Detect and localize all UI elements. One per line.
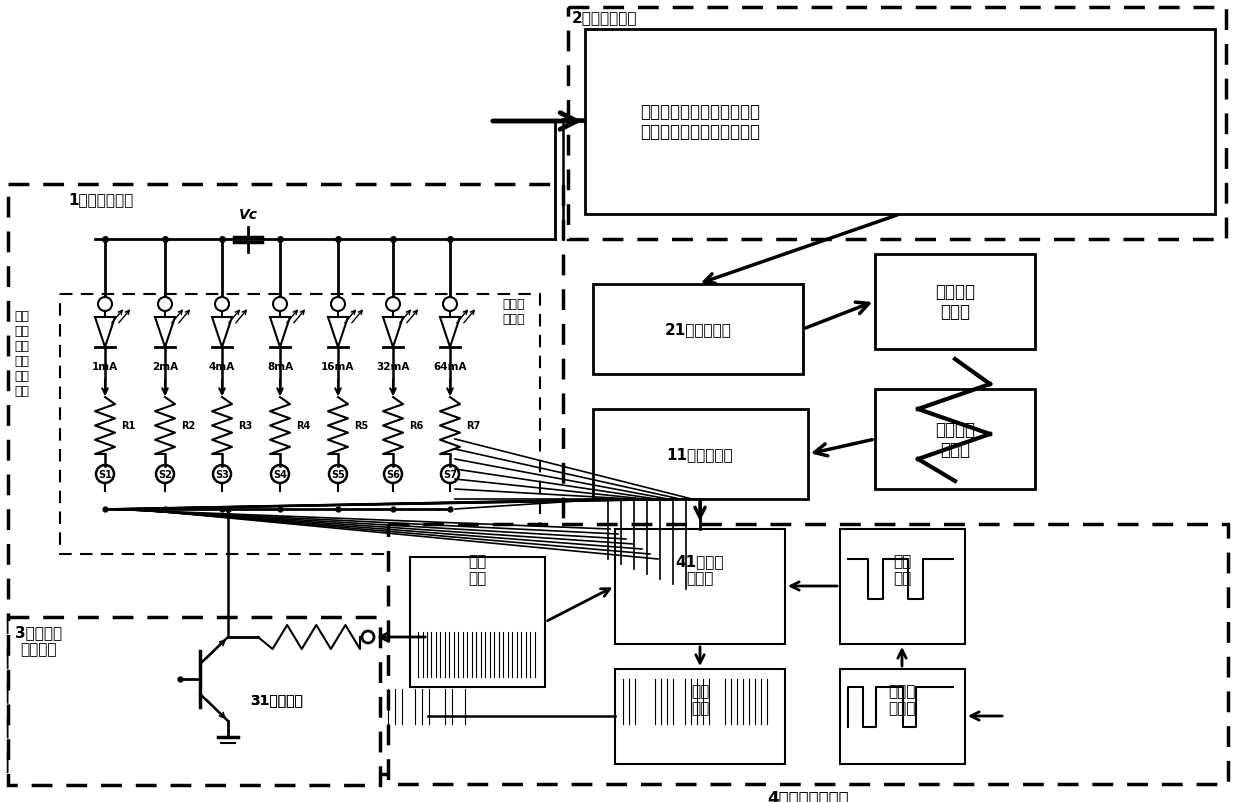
Text: 31调制信号: 31调制信号 [250, 692, 303, 706]
Bar [568, 8, 1226, 240]
Text: 4mA: 4mA [208, 362, 236, 371]
Text: 基带
信号: 基带 信号 [893, 553, 911, 585]
Bar [388, 525, 1228, 784]
Text: 21第二控制器: 21第二控制器 [665, 322, 732, 337]
Text: S7: S7 [443, 469, 456, 480]
Text: 非均匀红外接收环（接收头
信号线与第二控制器连接）: 非均匀红外接收环（接收头 信号线与第二控制器连接） [640, 103, 760, 141]
Text: 载波
信号: 载波 信号 [467, 553, 486, 585]
Text: R4: R4 [296, 421, 310, 431]
Text: S4: S4 [273, 469, 286, 480]
Text: 4方向码设定模块: 4方向码设定模块 [768, 789, 849, 802]
Text: 64mA: 64mA [433, 362, 466, 371]
Text: 2mA: 2mA [153, 362, 179, 371]
Text: R1: R1 [122, 421, 135, 431]
Text: 31调制信号: 31调制信号 [250, 692, 303, 706]
Text: 红外发
射管组: 红外发 射管组 [502, 298, 525, 326]
Text: Vc: Vc [238, 208, 258, 221]
Bar [839, 669, 965, 764]
Text: R5: R5 [353, 421, 368, 431]
Bar [875, 390, 1035, 489]
Text: 调制
信号: 调制 信号 [691, 683, 709, 715]
Text: 41信号调
制模块: 41信号调 制模块 [676, 553, 724, 585]
Text: R6: R6 [409, 421, 423, 431]
Text: 3电流权值
设定模块: 3电流权值 设定模块 [15, 624, 62, 657]
Bar [7, 184, 563, 774]
Text: 16mA: 16mA [321, 362, 355, 371]
Text: 1mA: 1mA [92, 362, 118, 371]
Text: 发射
环红
外发
射管
支路
结构: 发射 环红 外发 射管 支路 结构 [14, 310, 29, 398]
Text: 2红外接收模块: 2红外接收模块 [572, 10, 637, 25]
Bar [839, 529, 965, 644]
Bar [593, 285, 804, 375]
Text: R7: R7 [466, 421, 480, 431]
Text: 数字码
发生器: 数字码 发生器 [888, 683, 915, 715]
Text: S2: S2 [157, 469, 172, 480]
Text: 1红外发射模块: 1红外发射模块 [68, 192, 133, 207]
Text: 11第一控制器: 11第一控制器 [667, 447, 733, 462]
Text: 无线电接
收模块: 无线电接 收模块 [935, 420, 975, 459]
Text: S1: S1 [98, 469, 112, 480]
Text: 无线电发
射模块: 无线电发 射模块 [935, 282, 975, 321]
Text: R2: R2 [181, 421, 195, 431]
Bar [875, 255, 1035, 350]
Bar [615, 669, 785, 764]
Text: R3: R3 [238, 421, 252, 431]
Bar [410, 557, 546, 687]
Bar [585, 30, 1215, 215]
Bar [615, 529, 785, 644]
Bar [7, 618, 379, 785]
Bar [60, 294, 539, 554]
Text: 8mA: 8mA [267, 362, 293, 371]
Text: S6: S6 [386, 469, 401, 480]
Text: 32mA: 32mA [376, 362, 409, 371]
Text: S3: S3 [215, 469, 229, 480]
Text: S5: S5 [331, 469, 345, 480]
Bar [593, 410, 808, 500]
